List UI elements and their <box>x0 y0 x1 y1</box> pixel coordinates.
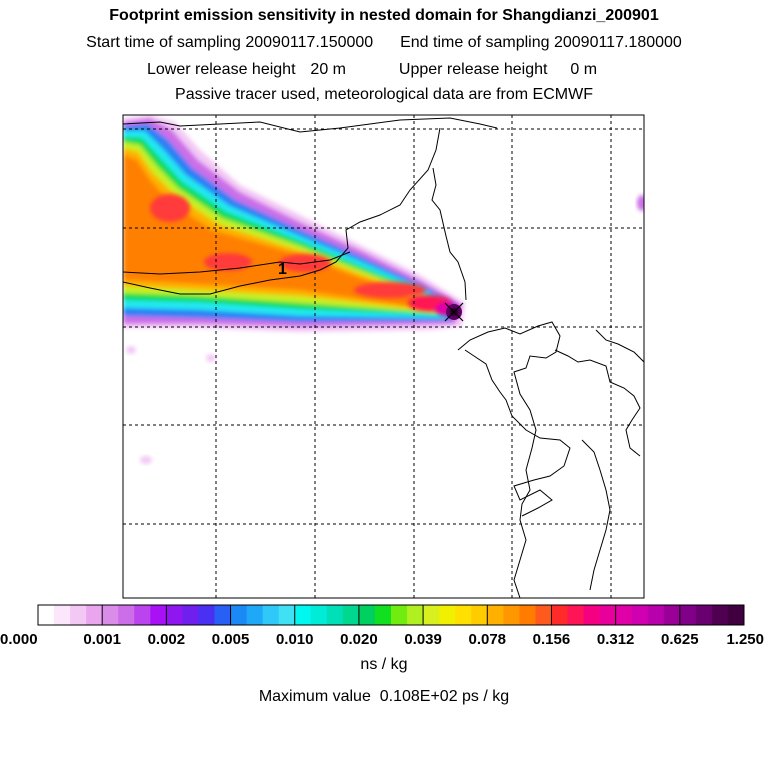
colorbar-swatch-42 <box>695 605 713 625</box>
colorbar-tick-label: 0.002 <box>148 631 186 648</box>
colorbar-swatch-15 <box>262 605 280 625</box>
colorbar-swatch-14 <box>246 605 264 625</box>
colorbar-swatch-1 <box>38 605 55 625</box>
colorbar-swatch-19 <box>326 605 344 625</box>
colorbar-tick-label: 0.039 <box>404 631 442 648</box>
colorbar-swatch-31 <box>519 605 536 625</box>
chart-subtitle: Passive tracer used, meteorological data… <box>175 86 593 103</box>
colorbar-swatch-11 <box>198 605 215 625</box>
colorbar-swatch-8 <box>150 605 167 625</box>
colorbar-tick-label: 0.625 <box>661 631 699 648</box>
colorbar-swatch-25 <box>423 605 440 625</box>
colorbar-tick-label: 0.156 <box>533 631 571 648</box>
colorbar-swatch-44 <box>727 605 745 625</box>
colorbar-tick-label: 1.250 <box>726 631 764 648</box>
colorbar-swatch-28 <box>471 605 488 625</box>
colorbar-tick-label: 0.001 <box>83 631 121 648</box>
colorbar-swatch-33 <box>551 605 568 625</box>
colorbar-tick-label: 0.020 <box>340 631 378 648</box>
colorbar-swatch-13 <box>230 605 248 625</box>
colorbar-tick-label: 0.005 <box>212 631 250 648</box>
colorbar-swatch-32 <box>535 605 552 625</box>
colorbar-swatch-29 <box>487 605 504 625</box>
lower-height-value: 20 m <box>310 61 346 78</box>
colorbar-swatch-24 <box>407 605 424 625</box>
colorbar-unit: ns / kg <box>360 656 408 673</box>
plot-frame <box>122 114 645 599</box>
coastlines <box>123 117 644 598</box>
upper-height-label: Upper release height <box>398 61 548 78</box>
colorbar-swatch-38 <box>631 605 649 625</box>
colorbar-swatch-21 <box>358 605 376 625</box>
colorbar-swatch-17 <box>294 605 312 625</box>
colorbar-swatch-7 <box>134 605 151 625</box>
colorbar-swatch-5 <box>102 605 119 625</box>
receptor-marker-icon <box>444 302 464 322</box>
sampling-times: Start time of sampling 20090117.150000 E… <box>0 34 768 52</box>
colorbar-swatch-34 <box>567 605 585 625</box>
colorbar-frame <box>37 604 745 626</box>
colorbar-tick-label: 0.312 <box>597 631 635 648</box>
start-time-label: Start time of sampling <box>86 34 241 51</box>
maximum-value-label: Maximum value <box>258 688 371 705</box>
end-time-value: 20090117.180000 <box>553 34 682 51</box>
colorbar-tick-label: 0.000 <box>0 631 38 648</box>
colorbar-swatch-3 <box>70 605 87 625</box>
colorbar-swatch-41 <box>679 605 697 625</box>
lat-lon-grid <box>123 115 644 598</box>
colorbar-swatch-43 <box>711 605 729 625</box>
upper-height-value: 0 m <box>570 61 598 78</box>
colorbar-swatch-12 <box>214 605 232 625</box>
end-time-label: End time of sampling <box>400 34 550 51</box>
colorbar-swatch-26 <box>439 605 456 625</box>
colorbar-swatch-27 <box>455 605 472 625</box>
colorbar-swatch-30 <box>503 605 520 625</box>
contour-label: 1 <box>278 261 287 278</box>
colorbar-swatch-40 <box>663 605 681 625</box>
maximum-value-number: 0.108E+02 ps / kg <box>379 688 510 705</box>
start-time-value: 20090117.150000 <box>245 34 374 51</box>
colorbar-swatch-2 <box>54 605 71 625</box>
colorbar-swatch-36 <box>599 605 617 625</box>
chart-title: Footprint emission sensitivity in nested… <box>109 7 659 24</box>
colorbar-swatch-39 <box>647 605 665 625</box>
colorbar-swatch-16 <box>278 605 296 625</box>
sensitivity-plume <box>123 115 644 464</box>
colorbar-swatch-23 <box>391 605 408 625</box>
colorbar-swatch-20 <box>342 605 360 625</box>
colorbar-swatch-9 <box>166 605 183 625</box>
release-heights: Lower release height 20 m Upper release … <box>0 61 756 79</box>
colorbar-tick-labels: 0.000 0.001 0.002 0.005 0.010 0.020 0.039 0.078… <box>0 631 764 648</box>
colorbar-tick-label: 0.078 <box>468 631 506 648</box>
colorbar-swatch-18 <box>310 605 328 625</box>
maximum-value: Maximum value 0.108E+02 ps / kg <box>0 688 768 706</box>
colorbar-tick-label: 0.010 <box>276 631 314 648</box>
colorbar-swatch-37 <box>615 605 633 625</box>
colorbar-swatch-10 <box>182 605 199 625</box>
colorbar-swatch-22 <box>374 605 392 625</box>
colorbar-swatch-4 <box>86 605 103 625</box>
colorbar <box>37 604 745 626</box>
colorbar-swatch-6 <box>118 605 135 625</box>
colorbar-swatch-35 <box>583 605 601 625</box>
lower-height-label: Lower release height <box>146 61 296 78</box>
